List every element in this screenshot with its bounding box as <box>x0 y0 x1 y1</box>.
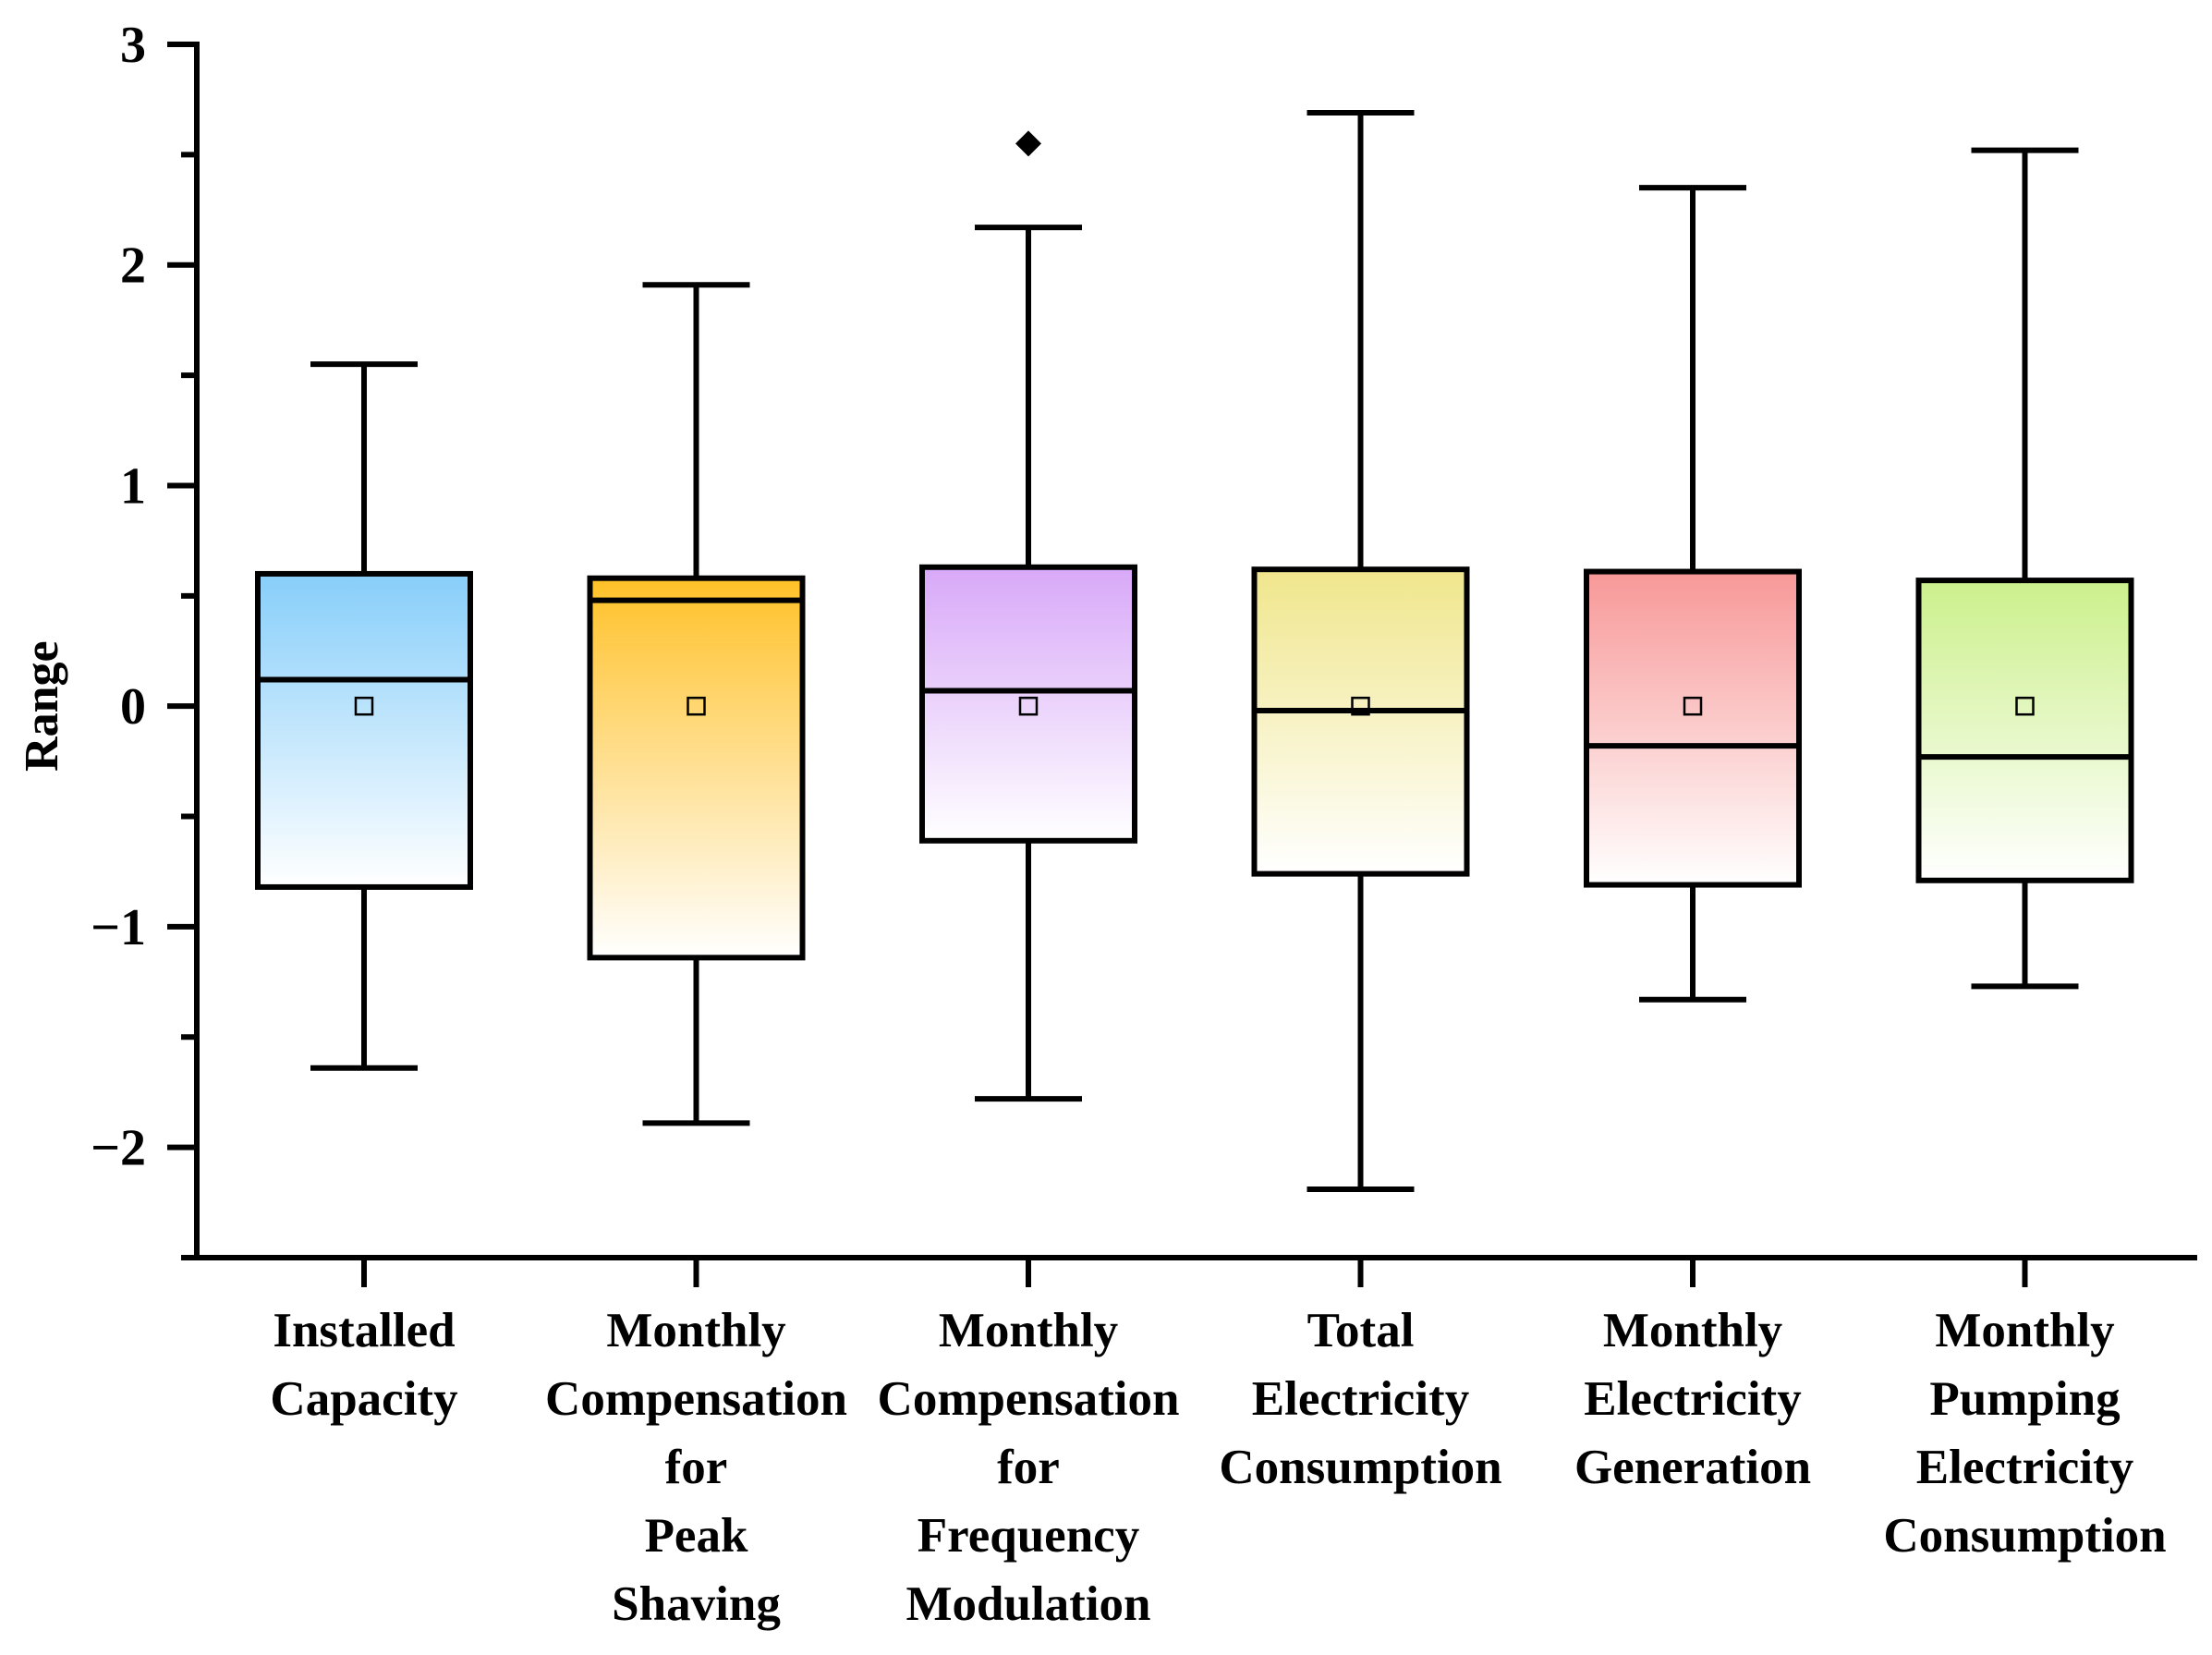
category-label-6: Monthly Pumping Electricity Consumption <box>1883 1304 2166 1563</box>
category-label-line: Monthly <box>1935 1304 2114 1357</box>
category-label-3: Monthly Compensation for Frequency Modulatio… <box>878 1304 1180 1631</box>
mean-marker <box>687 696 706 716</box>
category-label-line: Monthly <box>939 1304 1118 1357</box>
category-label-line: Peak <box>645 1509 748 1563</box>
category-label-line: Consumption <box>1219 1441 1501 1494</box>
iqr-box <box>587 575 806 961</box>
category-label-line: Installed <box>273 1304 455 1357</box>
category-label-1: Installed Capacity <box>270 1304 457 1426</box>
category-label-4: Total Electricity Consumption <box>1219 1304 1501 1494</box>
y-tick-label: 0 <box>120 678 146 736</box>
category-label-line: Capacity <box>270 1372 457 1426</box>
mean-marker <box>354 696 374 716</box>
category-label-line: Electricity <box>1916 1441 2133 1494</box>
category-label-line: Compensation <box>545 1372 847 1426</box>
labels-layer: −2 −1 0 1 2 3 Range Installed Capacity Monthly Com… <box>16 17 2167 1631</box>
category-label-line: Frequency <box>918 1509 1139 1563</box>
category-label-5: Monthly Electricity Generation <box>1574 1304 1811 1494</box>
box-4 <box>1251 110 1470 1192</box>
category-label-line: Monthly <box>606 1304 785 1357</box>
axes-layer <box>167 42 2197 1287</box>
mean-marker <box>2015 696 2035 716</box>
y-tick-label: 3 <box>120 17 146 74</box>
y-tick-label: −2 <box>91 1120 146 1177</box>
category-label-line: Shaving <box>612 1577 781 1631</box>
box-1 <box>255 361 473 1071</box>
category-label-line: for <box>665 1441 728 1494</box>
iqr-box <box>1584 568 1802 888</box>
outlier-point <box>1015 130 1041 157</box>
category-label-line: Monthly <box>1603 1304 1782 1357</box>
box-5 <box>1584 185 1802 1003</box>
category-label-2: Monthly Compensation for Peak Shaving <box>545 1304 847 1631</box>
category-label-line: Pumping <box>1929 1372 2120 1426</box>
y-tick-label: −1 <box>91 899 146 956</box>
category-label-line: Total <box>1307 1304 1415 1357</box>
box-3 <box>919 130 1137 1102</box>
mean-marker <box>1683 696 1703 716</box>
iqr-box <box>1915 578 2134 883</box>
category-label-line: Electricity <box>1252 1372 1469 1426</box>
y-axis-title: Range <box>16 640 68 772</box>
iqr-box <box>919 564 1137 844</box>
boxes-layer <box>255 110 2134 1192</box>
category-label-line: Consumption <box>1883 1509 2166 1563</box>
category-label-line: Modulation <box>905 1577 1150 1631</box>
box-2 <box>587 282 806 1126</box>
category-label-line: for <box>997 1441 1060 1494</box>
category-label-line: Compensation <box>878 1372 1180 1426</box>
category-label-line: Generation <box>1574 1441 1811 1494</box>
mean-marker <box>1018 696 1039 716</box>
y-tick-label: 2 <box>120 237 146 295</box>
iqr-box <box>255 570 473 890</box>
category-label-line: Electricity <box>1584 1372 1801 1426</box>
mean-marker <box>1351 696 1370 716</box>
box-6 <box>1915 147 2134 990</box>
iqr-box <box>1251 566 1470 877</box>
y-tick-label: 1 <box>120 457 146 515</box>
